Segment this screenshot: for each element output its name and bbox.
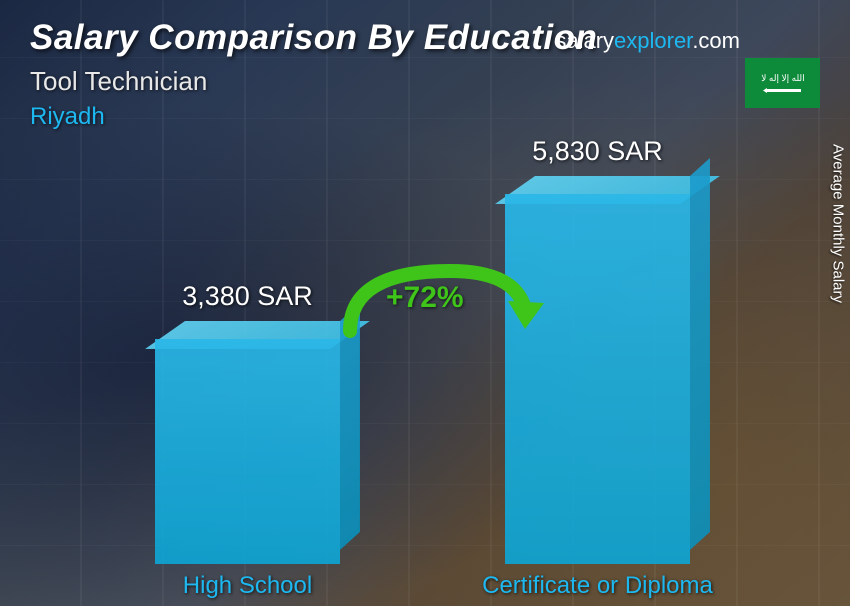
bar-front-face	[155, 339, 340, 564]
increase-indicator: +72%	[330, 261, 560, 351]
brand-logo: salaryexplorer.com	[555, 28, 740, 54]
job-subtitle: Tool Technician	[30, 66, 820, 97]
brand-part1: salary	[555, 28, 614, 53]
bar-chart: 3,380 SAR High School 5,830 SAR Certific…	[0, 126, 850, 606]
bar-label: High School	[183, 572, 312, 600]
bar-front-face	[505, 194, 690, 564]
bar-value: 5,830 SAR	[532, 136, 663, 167]
bar-high-school: 3,380 SAR High School	[155, 339, 340, 564]
bar-label: Certificate or Diploma	[482, 572, 713, 600]
bar-shape	[505, 194, 690, 564]
brand-suffix: .com	[692, 28, 740, 53]
bar-certificate-diploma: 5,830 SAR Certificate or Diploma	[505, 194, 690, 564]
bar-shape	[155, 339, 340, 564]
brand-part2: explorer	[614, 28, 692, 53]
percent-increase: +72%	[386, 281, 464, 315]
bar-side-face	[690, 158, 710, 550]
country-flag: ﺍﻟﻠﻪ ﺇﻻ ﺇﻟﻪ ﻻ	[745, 58, 820, 108]
svg-text:ﺍﻟﻠﻪ ﺇﻻ ﺇﻟﻪ ﻻ: ﺍﻟﻠﻪ ﺇﻻ ﺇﻟﻪ ﻻ	[761, 73, 804, 84]
bar-value: 3,380 SAR	[182, 281, 313, 312]
flag-icon: ﺍﻟﻠﻪ ﺇﻻ ﺇﻟﻪ ﻻ	[753, 65, 813, 101]
